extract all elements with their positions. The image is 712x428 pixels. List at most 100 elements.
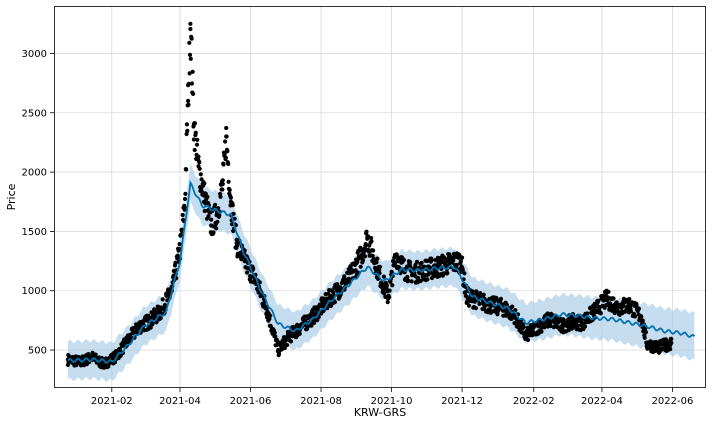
observation-point <box>264 306 269 311</box>
observation-point <box>226 161 231 166</box>
observation-point <box>288 339 294 344</box>
observation-point <box>643 330 649 335</box>
observation-point <box>364 229 369 234</box>
y-tick-label: 1000 <box>22 286 47 297</box>
observation-point <box>187 71 192 76</box>
observation-point <box>213 202 218 207</box>
observation-point <box>509 316 514 321</box>
observation-point <box>191 91 196 96</box>
observation-point <box>536 324 541 329</box>
observation-point <box>360 258 366 263</box>
x-tick-label: 2021-02 <box>91 396 133 407</box>
observation-point <box>434 270 440 275</box>
observation-point <box>282 345 287 351</box>
observation-point <box>191 137 196 142</box>
observation-point <box>419 260 424 265</box>
observation-point <box>408 260 413 265</box>
observation-point <box>369 239 374 244</box>
observation-point <box>74 363 79 368</box>
observation-point <box>627 302 632 308</box>
observation-point <box>189 36 194 41</box>
observation-point <box>198 172 203 177</box>
y-tick-label: 500 <box>28 346 47 357</box>
observation-point <box>234 241 239 246</box>
observation-point <box>390 283 395 288</box>
observation-point <box>355 259 360 264</box>
observation-point <box>425 277 430 282</box>
observation-point <box>188 21 193 26</box>
observation-point <box>224 134 229 139</box>
observation-point <box>202 181 207 186</box>
observation-point <box>326 291 331 296</box>
x-tick-label: 2021-08 <box>300 396 342 407</box>
observation-point <box>473 306 479 311</box>
observation-point <box>409 279 414 284</box>
x-axis-label: KRW-GRS <box>354 406 406 419</box>
observation-point <box>125 338 131 343</box>
observation-point <box>225 149 230 154</box>
observation-point <box>481 292 486 297</box>
observation-point <box>384 283 389 288</box>
observation-point <box>510 304 515 309</box>
observation-point <box>447 261 452 266</box>
observation-point <box>633 314 638 319</box>
observation-point <box>158 316 163 321</box>
observation-point <box>272 330 277 335</box>
observation-point <box>487 302 492 308</box>
y-tick-label: 1500 <box>22 227 47 238</box>
observation-point <box>228 199 233 204</box>
observation-point <box>197 160 202 165</box>
observation-point <box>429 258 434 263</box>
observation-point <box>312 320 317 325</box>
y-tick-label: 2000 <box>22 168 47 179</box>
observation-point <box>191 122 196 127</box>
observation-point <box>331 290 336 295</box>
observation-point <box>362 254 368 259</box>
forecast-line <box>67 180 696 364</box>
observation-point <box>223 155 228 160</box>
observation-point <box>636 306 642 311</box>
observation-point <box>591 310 597 315</box>
observation-point <box>644 342 650 347</box>
observation-point <box>184 167 189 172</box>
observation-point <box>494 295 499 301</box>
observation-point <box>101 362 106 367</box>
observation-point <box>370 253 375 258</box>
observation-point <box>209 223 214 228</box>
observation-point <box>342 274 347 279</box>
observation-point <box>406 278 411 283</box>
observation-point <box>523 333 528 338</box>
observation-point <box>220 181 225 187</box>
observation-point <box>186 102 191 107</box>
observation-point <box>606 289 611 294</box>
observation-point <box>160 297 165 302</box>
observation-point <box>268 313 273 318</box>
observation-point <box>187 52 193 58</box>
observation-point <box>416 275 421 280</box>
observation-point <box>226 179 231 184</box>
observation-point <box>303 318 308 323</box>
observation-point <box>394 253 399 258</box>
observation-point <box>297 331 302 336</box>
observation-point <box>182 196 188 202</box>
observation-point <box>381 274 386 279</box>
y-tick-label: 3000 <box>22 49 47 60</box>
observation-point <box>245 270 250 275</box>
observation-point <box>387 288 392 293</box>
observation-point <box>616 305 621 310</box>
observation-point <box>220 178 225 183</box>
observation-point <box>224 125 229 131</box>
observation-point <box>158 310 163 315</box>
x-axis: 2021-02 2021-04 2021-06 2021-08 2021-10 2021-… <box>91 388 693 407</box>
observation-point <box>585 311 590 316</box>
observation-point <box>267 316 272 321</box>
observation-point <box>375 256 380 261</box>
observation-point <box>222 151 227 157</box>
observation-point <box>669 340 674 345</box>
plot-frame <box>54 6 706 388</box>
observation-point <box>656 345 661 350</box>
observation-point <box>137 324 142 329</box>
observation-point <box>377 264 383 269</box>
